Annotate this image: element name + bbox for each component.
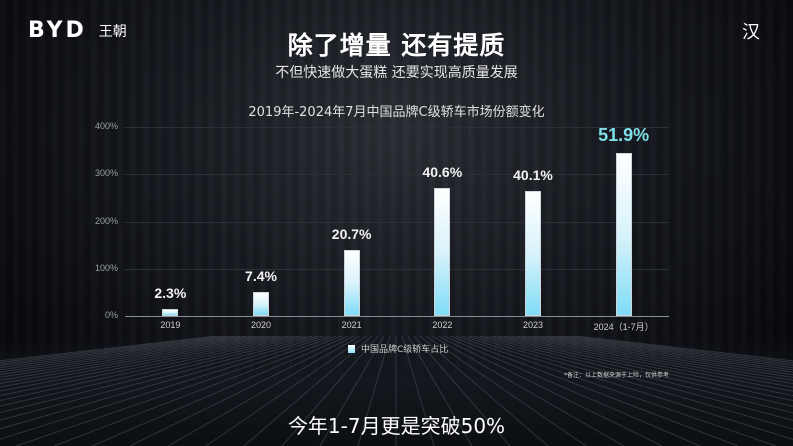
gridline	[125, 127, 669, 128]
bar-2021	[343, 249, 360, 316]
chart-title: 2019年-2024年7月中国品牌C级轿车市场份额变化	[248, 105, 545, 120]
gridline	[125, 268, 669, 270]
x-tick-label: 2023	[522, 320, 544, 330]
x-tick-label: 2022	[432, 320, 453, 330]
dynasty-logo: 王朝	[98, 23, 127, 40]
y-tick-label: 400%	[94, 121, 118, 131]
bar-2020	[253, 292, 269, 316]
byd-dynasty-logo: BYD 王朝	[28, 18, 127, 43]
data-source-note: *备注：以上数据来源于上险，仅供参考	[564, 372, 670, 379]
data-label: 51.9%	[598, 124, 650, 145]
x-axis-line	[125, 316, 669, 317]
y-tick-label: 0%	[104, 310, 118, 320]
data-label: 40.6%	[422, 164, 463, 181]
bottom-caption: 今年1-7月更是突破50%	[287, 414, 506, 438]
data-label: 2.3%	[154, 284, 187, 301]
gridline	[125, 221, 669, 223]
x-tick-label: 2024（1-7月）	[593, 322, 654, 332]
chart-legend: 中国品牌C级轿车占比	[348, 342, 448, 355]
y-tick-label: 300%	[94, 168, 118, 179]
byd-logo: BYD	[28, 18, 87, 43]
x-tick-label: 2021	[341, 320, 362, 330]
perspective-floor	[0, 336, 793, 446]
x-tick-label: 2019	[160, 320, 181, 330]
gridline	[125, 174, 669, 176]
y-tick-label: 100%	[94, 262, 118, 273]
bar-2019	[162, 308, 179, 316]
data-label: 40.1%	[513, 166, 553, 183]
data-label: 20.7%	[331, 225, 372, 242]
legend-label: 中国品牌C级轿车占比	[361, 345, 449, 355]
data-label: 7.4%	[245, 268, 277, 285]
y-tick-label: 200%	[94, 215, 118, 226]
legend-swatch	[348, 344, 355, 353]
page-title: 除了增量 还有提质	[287, 31, 506, 60]
han-model-logo: 汉	[742, 22, 760, 43]
page-subtitle: 不但快速做大蛋糕 还要实现高质量发展	[275, 65, 518, 81]
bar-2024（1-7月）	[615, 152, 632, 316]
bar-2022	[434, 188, 451, 316]
bar-2023	[525, 190, 541, 316]
x-tick-label: 2020	[250, 320, 272, 330]
